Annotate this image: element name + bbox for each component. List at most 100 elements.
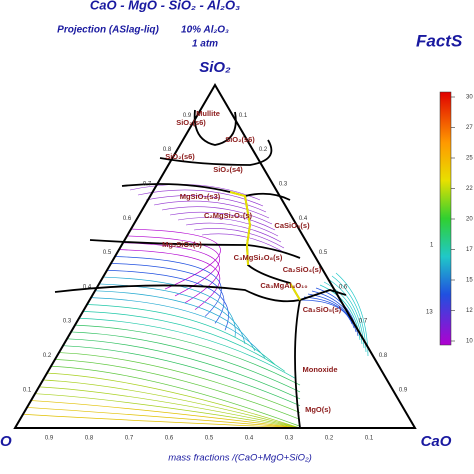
phase-label: CaSiO₃(s): [274, 221, 310, 230]
logo: FactS: [416, 31, 463, 50]
axis-title: mass fractions /(CaO+MgO+SiO₂): [168, 453, 312, 464]
isotherm: [26, 407, 301, 429]
colorbar-label: 10: [466, 339, 473, 345]
tick-label: 0.3: [285, 436, 294, 442]
colorbar: [439, 91, 452, 346]
phase-label: SiO₂(s4): [213, 165, 243, 174]
isotherm: [130, 228, 221, 290]
tick-label: 0.8: [379, 353, 388, 359]
isotherm: [86, 304, 276, 365]
colorbar-label: 30: [466, 95, 473, 101]
isotherm: [303, 296, 353, 325]
phase-label: MgO(s): [305, 405, 331, 414]
apex-label: O: [0, 433, 12, 450]
pressure: 1 atm: [192, 39, 218, 50]
isotherm: [70, 331, 301, 393]
tick-label: 0.2: [325, 436, 334, 442]
phase-label: SiO₂(s6): [165, 152, 195, 161]
phase-label: Mg₂SiO₄(s): [162, 240, 202, 249]
tick-label: 0.2: [43, 353, 52, 359]
isotherm: [201, 233, 288, 255]
composition: 10% Al₂O₃: [181, 25, 229, 36]
colorbar-label: 12: [466, 308, 473, 314]
isotherm: [42, 379, 301, 429]
colorbar-label: 22: [466, 186, 473, 192]
phase-label: Ca₃SiO₅(s): [303, 305, 342, 314]
phase-label: Mullite: [196, 109, 220, 118]
isotherm: [90, 297, 266, 358]
tick-label: 0.3: [279, 181, 288, 187]
tick-label: 0.7: [143, 181, 152, 187]
colorbar-label: 25: [466, 156, 473, 162]
tick-label: 0.9: [399, 387, 408, 393]
tick-label: 0.5: [319, 250, 328, 256]
tick-label: 0.3: [63, 319, 72, 325]
tick-label: 0.9: [183, 113, 192, 119]
isotherm: [185, 222, 282, 243]
invariant-lines: [229, 191, 301, 301]
isotherm: [54, 359, 301, 420]
isotherm: [177, 217, 279, 237]
isotherm: [114, 256, 222, 317]
isotherm: [50, 365, 301, 427]
isotherm: [46, 372, 301, 429]
tick-label: 0.8: [163, 147, 172, 153]
apex-label: CaO: [421, 433, 452, 450]
colorbar-label: 15: [466, 278, 473, 284]
tick-label: 0.7: [359, 319, 368, 325]
tick-label: 0.5: [205, 436, 214, 442]
tick-label: 0.4: [83, 284, 92, 290]
phase-label: SiO₂(s6): [225, 135, 255, 144]
isotherm: [34, 393, 301, 429]
colorbar-label: 17: [466, 247, 473, 253]
isotherm: [22, 413, 301, 429]
isotherm: [78, 317, 296, 379]
phase-label: Ca₃MgAl₄O₁₀: [260, 281, 307, 290]
colorbar-label: 20: [466, 217, 473, 223]
colorbar-label: 27: [466, 125, 473, 131]
tick-label: 0.2: [259, 147, 268, 153]
tick-label: 0.6: [165, 436, 174, 442]
isotherm: [102, 276, 236, 338]
tick-label: 0.5: [103, 250, 112, 256]
tick-label: 0.9: [45, 436, 54, 442]
isotherm: [169, 211, 276, 231]
tick-label: 0.4: [299, 216, 308, 222]
isotherm: [58, 352, 301, 413]
isotherm: [145, 195, 267, 213]
isotherm: [122, 242, 220, 304]
isotherm: [66, 338, 301, 400]
side-label: 1: [430, 243, 434, 249]
isotherm: [161, 206, 273, 225]
tick-label: 0.1: [23, 387, 32, 393]
title: CaO - MgO - SiO₂ - Al₂O₃: [90, 0, 240, 12]
phase-label: Monoxide: [303, 365, 338, 374]
tick-label: 0.8: [85, 436, 94, 442]
triangle: [13, 83, 417, 429]
isotherm: [30, 400, 301, 429]
isotherm: [82, 311, 286, 372]
isotherm: [62, 345, 301, 407]
isotherm: [118, 249, 221, 310]
isotherm: [106, 269, 229, 331]
tick-label: 0.4: [245, 436, 254, 442]
isotherm: [94, 290, 256, 351]
tick-label: 0.6: [123, 216, 132, 222]
subtitle: Projection (ASlag-liq): [57, 25, 159, 36]
phase-label: MgSiO₃(s3): [180, 192, 221, 201]
isotherm: [153, 200, 270, 219]
tick-label: 0.6: [339, 284, 348, 290]
tick-label: 0.1: [365, 436, 374, 442]
phase-label: C₂MgSi₂O₇(s): [204, 211, 252, 220]
isotherm: [38, 386, 301, 429]
isotherm: [74, 324, 301, 386]
phase-label: SiO₂(s6): [176, 118, 206, 127]
phase-label: Ca₂SiO₄(s): [283, 265, 322, 274]
apex-label: SiO₂: [199, 59, 231, 76]
tick-label: 0.7: [125, 436, 134, 442]
isotherm: [193, 228, 285, 249]
phase-label: C₃MgSi₂O₈(s): [234, 253, 283, 262]
side-label: 13: [426, 310, 433, 316]
